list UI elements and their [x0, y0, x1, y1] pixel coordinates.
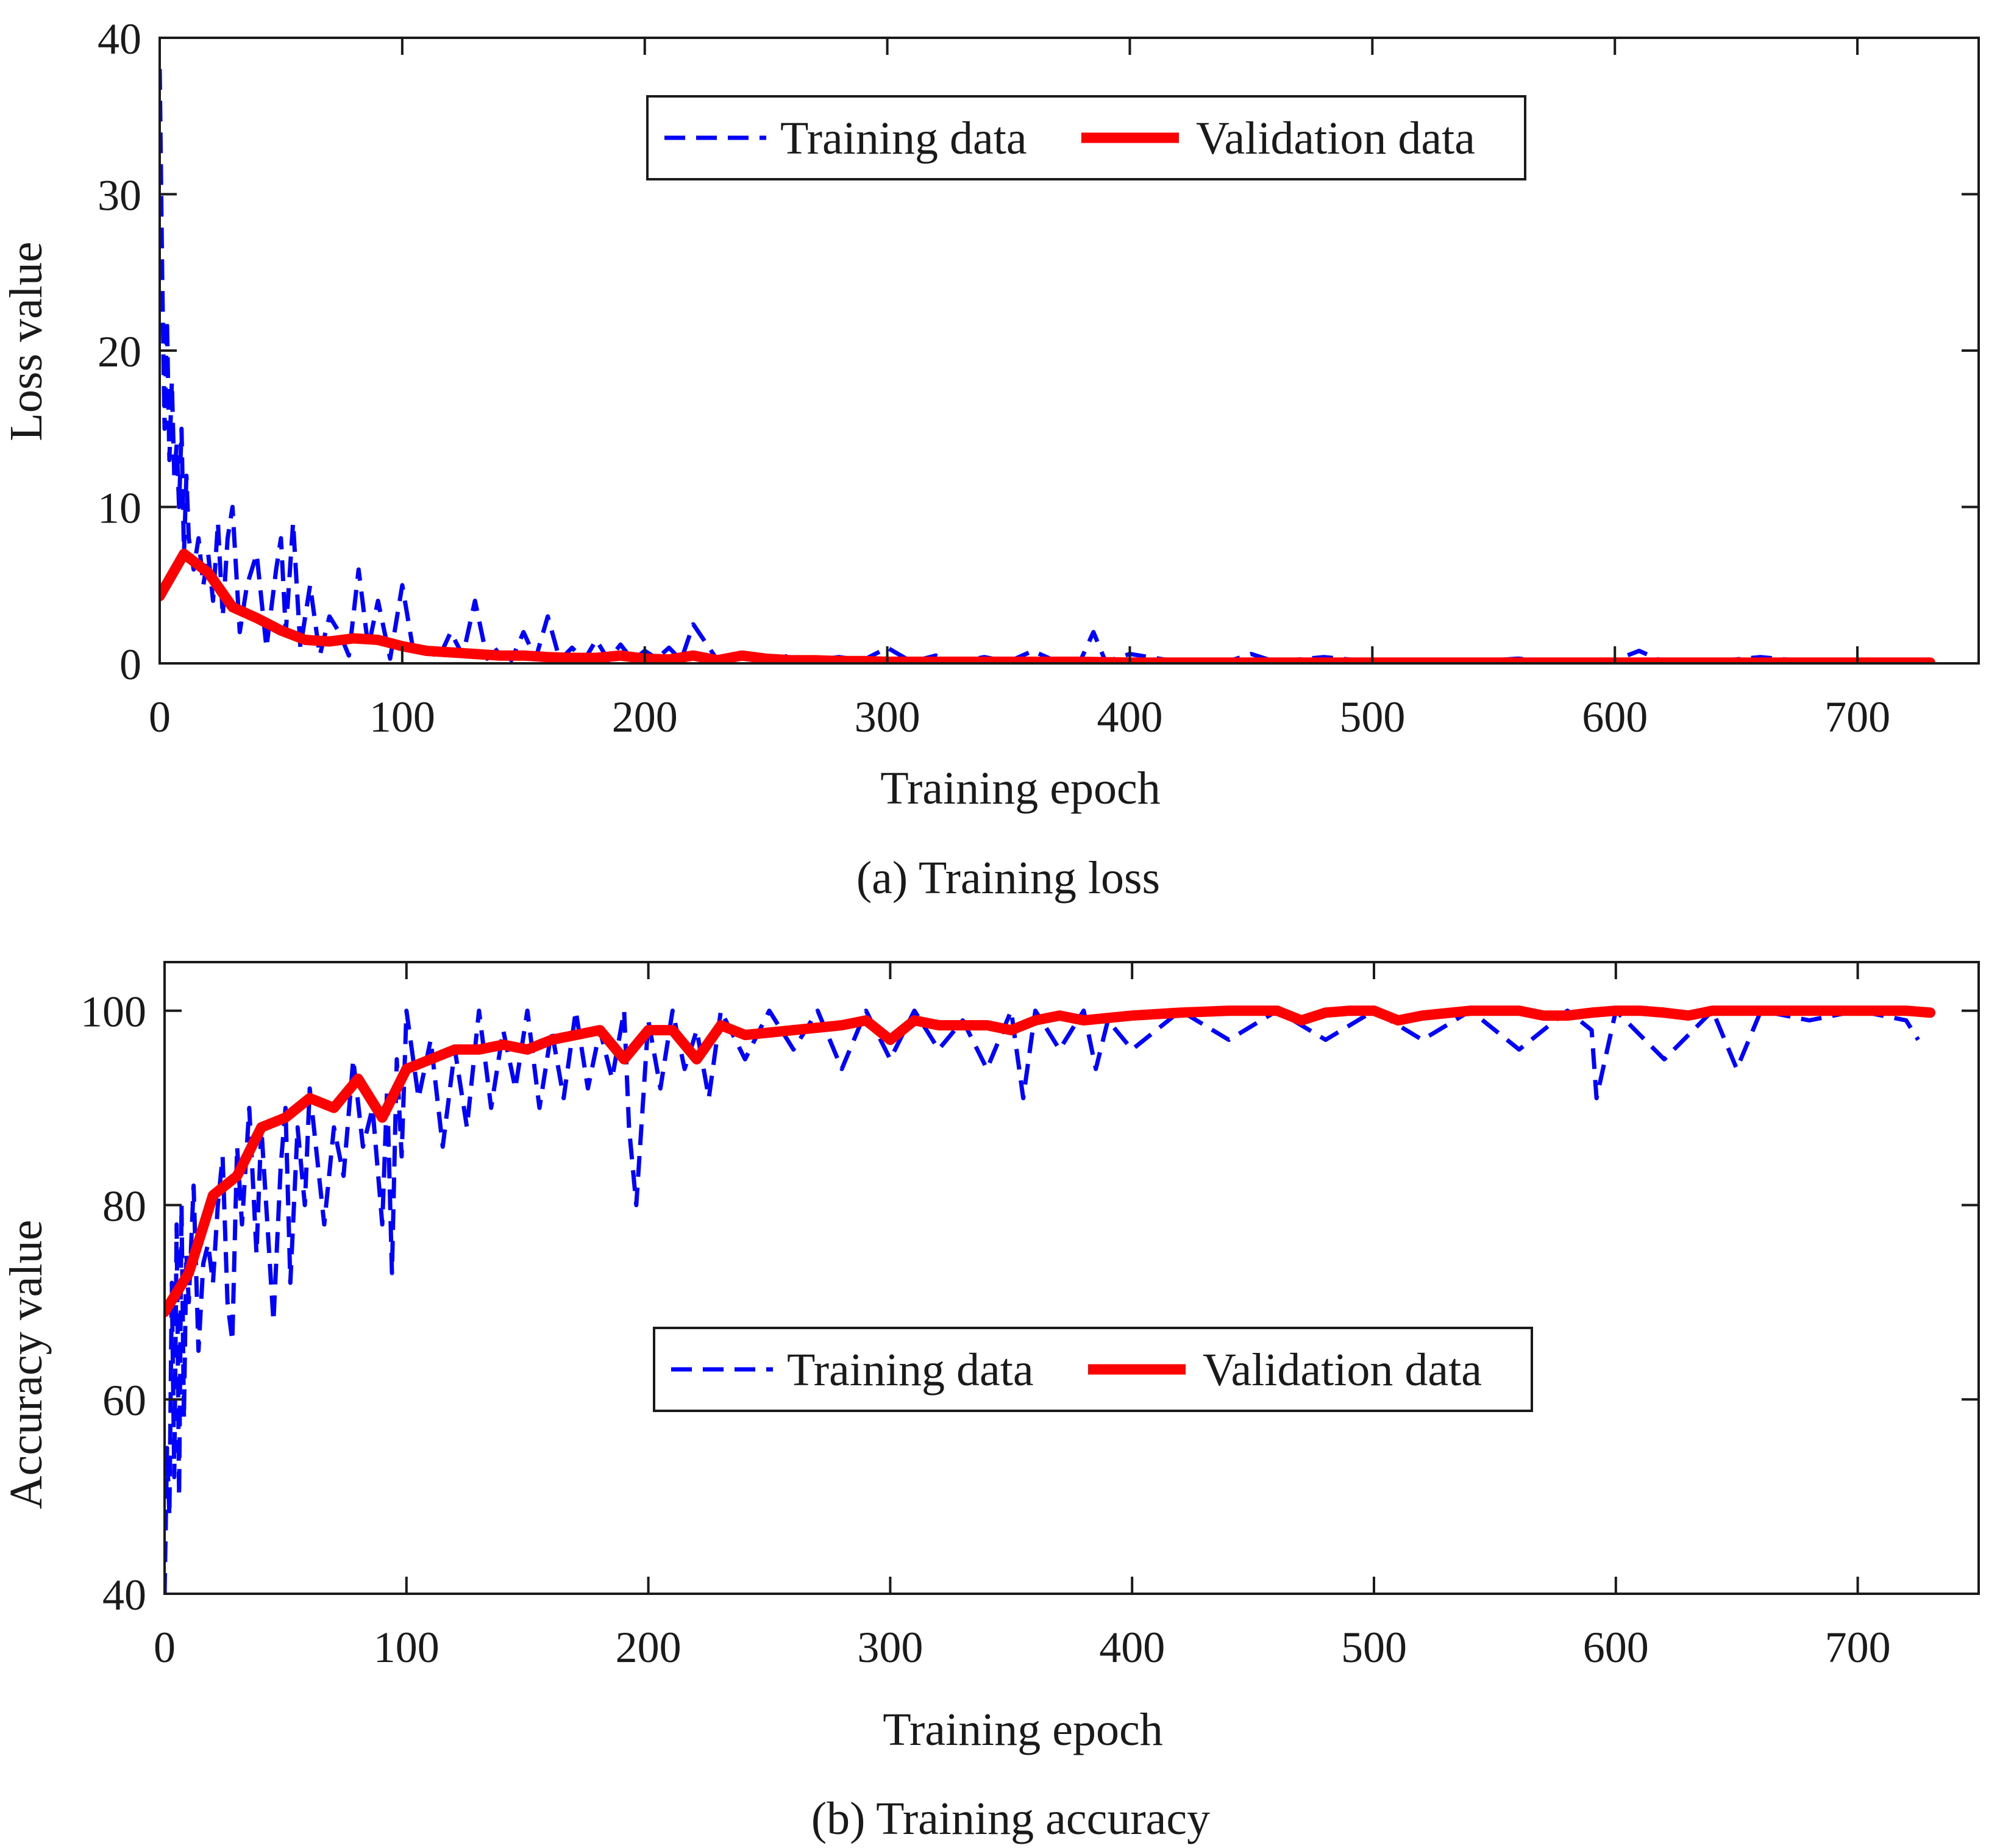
y-tick-label: 100 [80, 988, 146, 1036]
y-tick-label: 80 [102, 1182, 146, 1230]
legend-validation-label: Validation data [1196, 113, 1475, 164]
x-tick-label: 200 [612, 693, 678, 741]
legend-training-label: Training data [780, 113, 1027, 164]
y-tick-label: 30 [98, 171, 141, 220]
accuracy-chart: 0 100 200 300 400 500 600 700 40 60 80 100 Training … [1, 961, 1980, 1844]
x-tick-label: 300 [857, 1623, 923, 1672]
chart-caption: (b) Training accuracy [811, 1793, 1210, 1844]
y-tick-label: 10 [98, 484, 141, 533]
x-tick-label: 600 [1582, 693, 1648, 741]
legend-validation-label: Validation data [1203, 1344, 1482, 1396]
x-tick-label: 0 [154, 1623, 176, 1672]
validation-data-line [160, 549, 1935, 663]
chart-caption: (a) Training loss [856, 852, 1160, 904]
loss-chart: 0 100 200 300 400 500 600 700 0 10 20 30 40 Training … [1, 15, 1980, 904]
x-tick-label: 400 [1097, 693, 1162, 741]
x-tick-label: 400 [1099, 1623, 1165, 1672]
y-axis-label: Loss value [1, 241, 52, 441]
y-tick-label: 40 [98, 15, 141, 63]
y-tick-label: 20 [98, 327, 141, 376]
y-tick-label: 0 [119, 640, 141, 689]
x-axis-label: Training epoch [880, 763, 1161, 814]
y-tick-label: 40 [102, 1571, 146, 1619]
x-tick-label: 500 [1341, 1623, 1407, 1672]
x-tick-label: 0 [149, 693, 171, 741]
x-tick-label: 300 [855, 693, 920, 741]
training-data-line [165, 1008, 1920, 1594]
y-tick-label: 60 [102, 1376, 146, 1425]
x-axis-label: Training epoch [883, 1704, 1163, 1755]
x-tick-label: 500 [1339, 693, 1405, 741]
y-axis-label: Accuracy value [1, 1220, 52, 1510]
x-tick-label: 600 [1583, 1623, 1649, 1672]
x-tick-label: 700 [1824, 693, 1890, 741]
x-tick-label: 100 [369, 693, 435, 741]
plot-frame [163, 961, 1980, 1595]
x-tick-label: 700 [1825, 1623, 1891, 1672]
x-tick-label: 200 [616, 1623, 681, 1672]
x-tick-label: 100 [374, 1623, 440, 1672]
legend-training-label: Training data [787, 1344, 1034, 1396]
validation-data-line [165, 1005, 1936, 1318]
